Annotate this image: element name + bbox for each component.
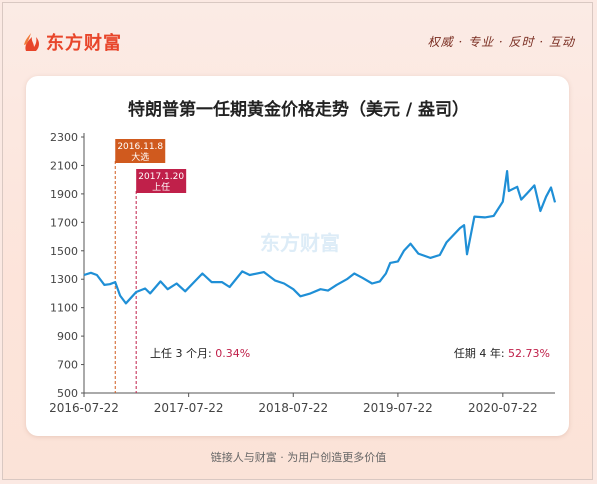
brand-name: 东方财富 [46,33,122,54]
brand-logo: 东方财富 [22,30,122,54]
brand-slogan: 权威 · 专业 · 反时 · 互动 [427,35,575,49]
x-tick-label: 2019-07-22 [363,401,433,415]
event-marker-box [115,139,166,163]
watermark-text: 东方财富 [260,231,340,255]
y-tick-label: 900 [57,330,78,343]
event-marker-label: 大选 [131,151,149,163]
change-annotation-label: 上任 3 个月: [150,347,215,360]
chart-title: 特朗普第一任期黄金价格走势（美元 / 盎司） [127,100,470,120]
chart-card [26,76,569,436]
x-tick-label: 2017-07-22 [154,401,224,415]
y-tick-label: 1100 [50,302,78,315]
y-tick-label: 2100 [50,159,78,172]
event-marker-box [136,169,187,193]
change-annotation: 上任 3 个月: 0.34% [150,347,250,360]
y-tick-label: 2300 [50,131,78,144]
change-annotation-value: 0.34% [215,347,250,360]
x-tick-label: 2018-07-22 [258,401,328,415]
x-tick-label: 2020-07-22 [468,401,538,415]
gold-price-line [83,170,557,305]
event-marker-label: 上任 [152,181,170,193]
flame-icon [24,33,39,51]
y-tick-label: 1300 [50,273,78,286]
x-tick-label: 2016-07-22 [49,401,119,415]
footer-tagline: 链接人与财富 · 为用户创造更多价值 [210,451,387,464]
y-tick-label: 1900 [50,188,78,201]
change-annotation-label: 任期 4 年: [454,346,508,360]
y-tick-label: 1700 [50,216,78,229]
change-annotation: 任期 4 年: 52.73% [454,346,550,360]
y-tick-label: 1500 [50,245,78,258]
event-marker-date: 2016.11.8 [117,142,163,152]
y-tick-label: 500 [57,387,78,400]
change-annotation-value: 52.73% [508,347,550,360]
y-tick-label: 700 [57,359,78,372]
event-marker-date: 2017.1.20 [138,172,184,182]
